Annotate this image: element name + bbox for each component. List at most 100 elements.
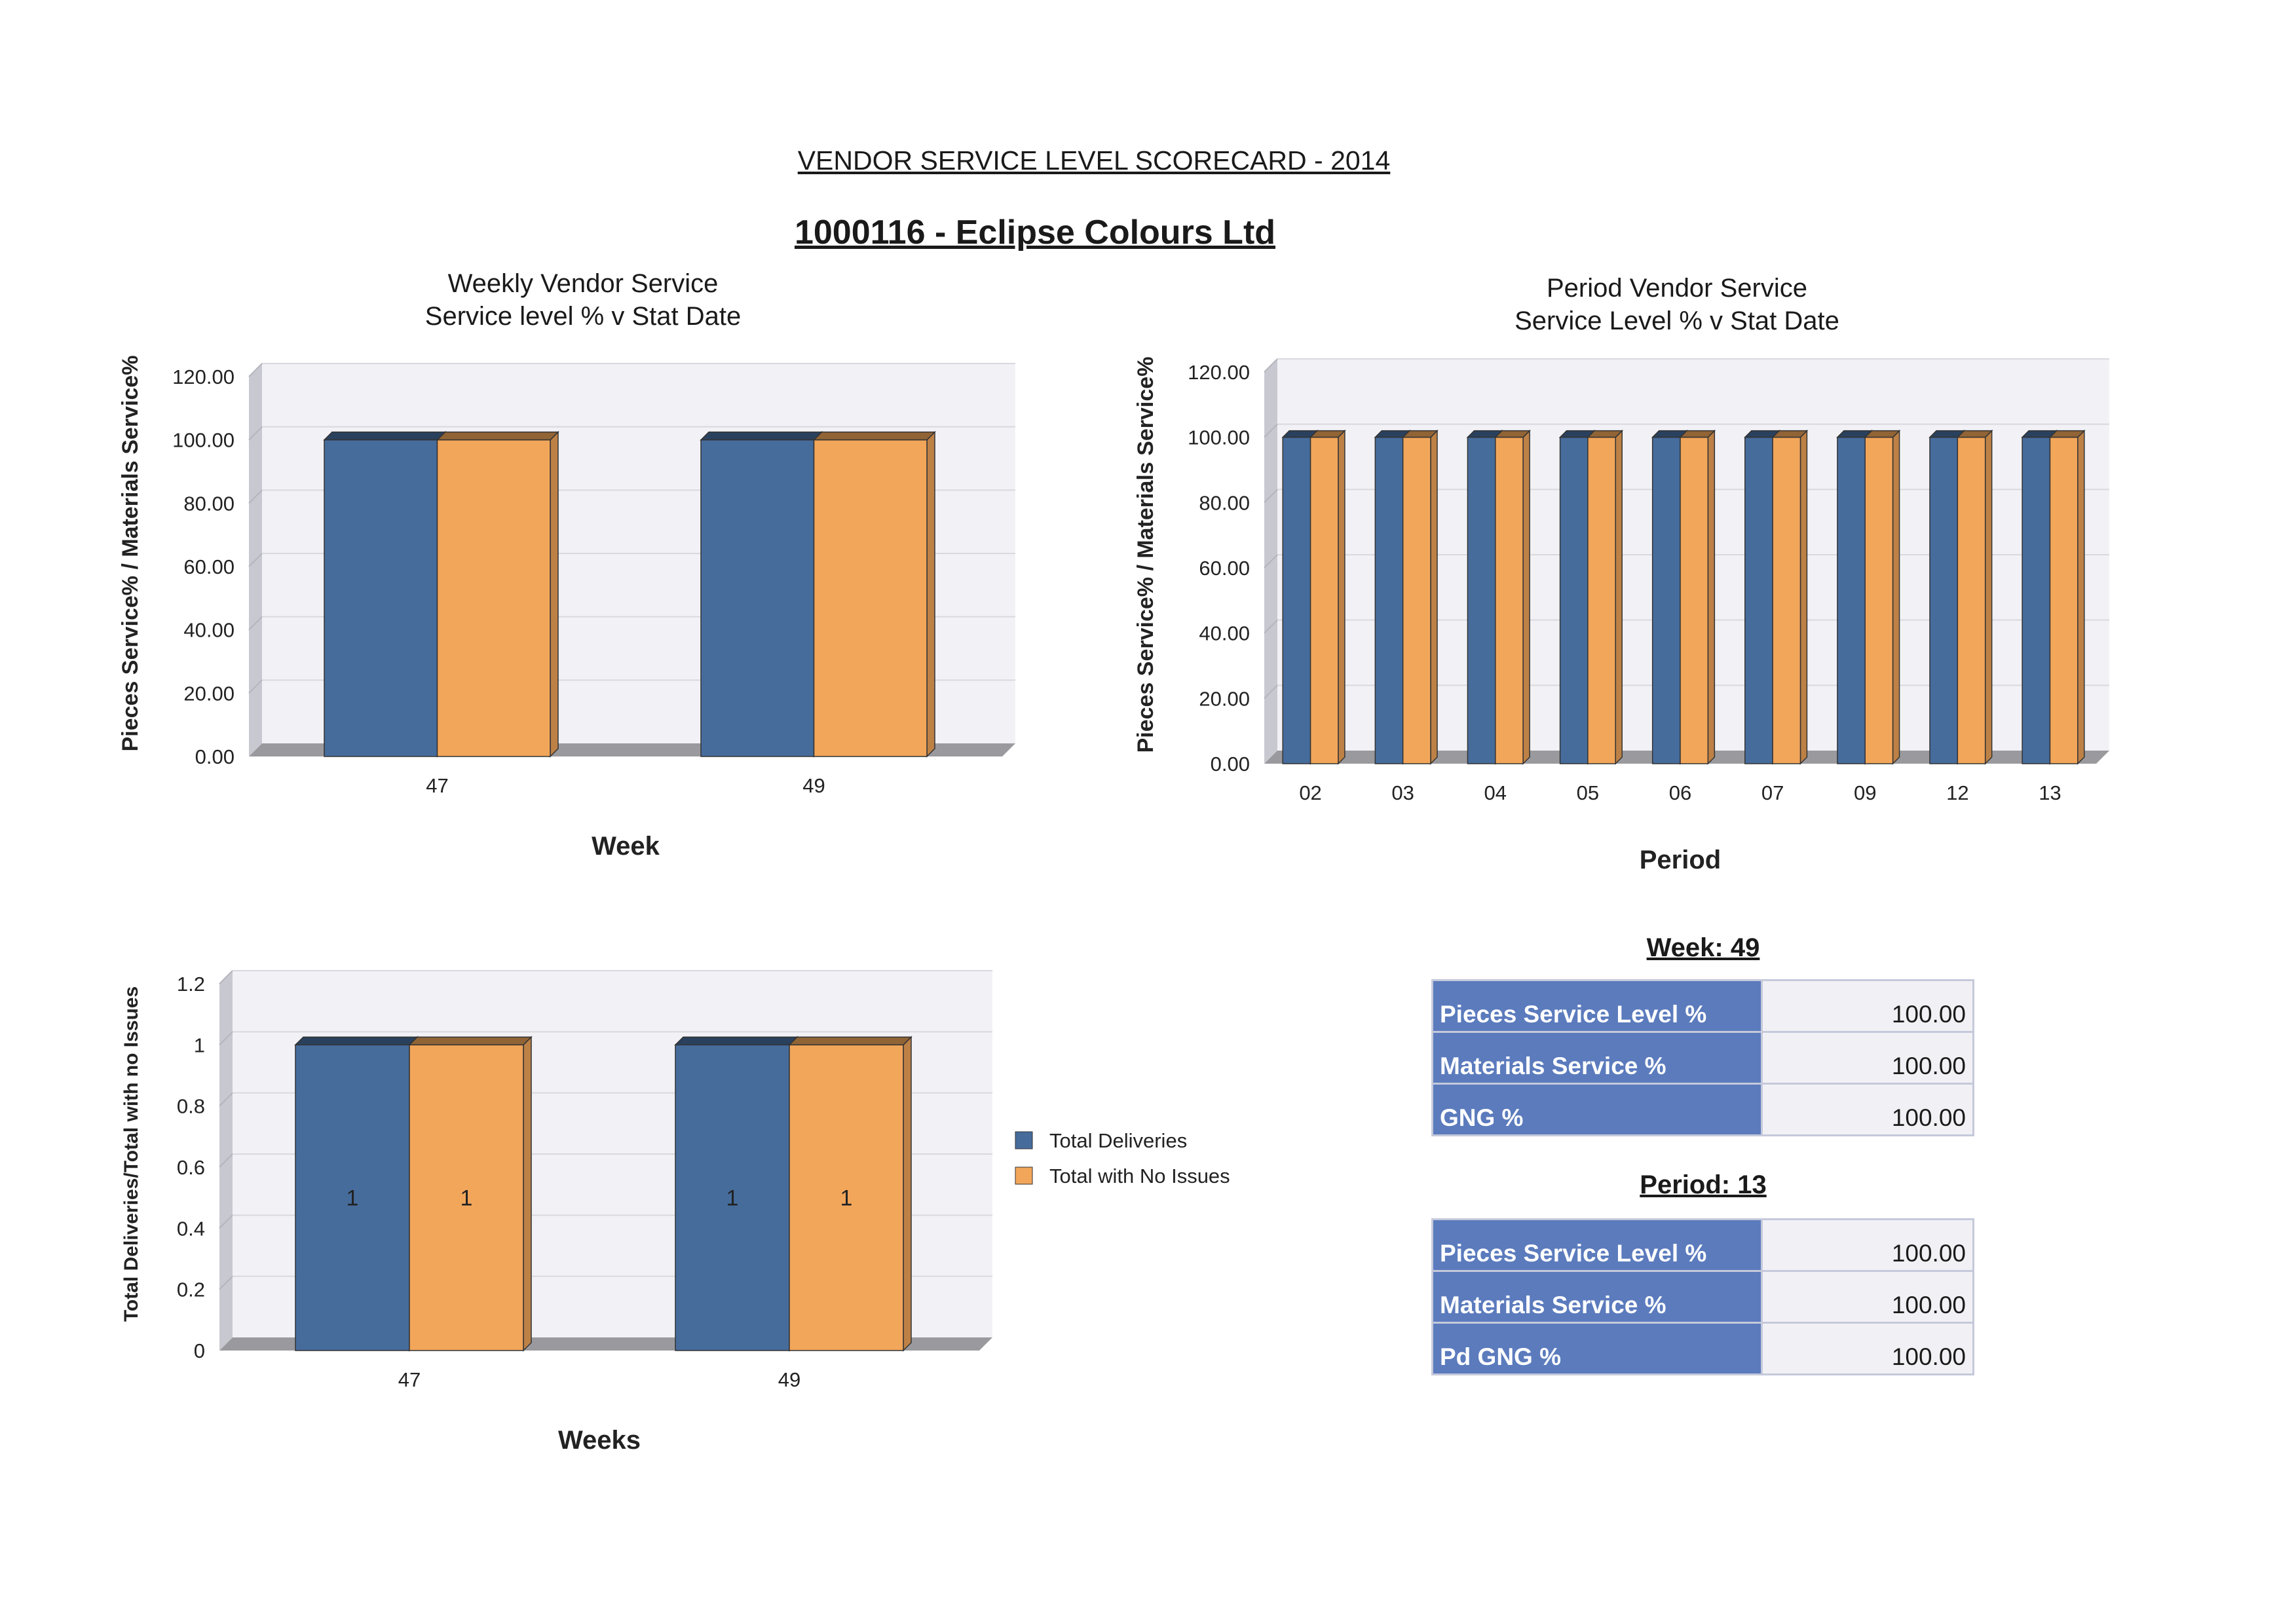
bar-side (1799, 429, 1808, 765)
gridline-side (248, 553, 263, 567)
bar-top (1587, 430, 1624, 438)
table-row: Materials Service % 100.00 (1431, 1270, 1974, 1324)
week-summary-table: Pieces Service Level % 100.00 Materials … (1431, 979, 1974, 1136)
bar-side (1984, 429, 1993, 765)
bar-side (1892, 429, 1900, 765)
gridline-side (248, 363, 263, 377)
gridline-side (219, 1153, 233, 1168)
week-row-label: GNG % (1431, 1083, 1763, 1136)
week-row-value: 100.00 (1761, 1031, 1974, 1085)
bar (1587, 436, 1616, 764)
week-summary-title: Week: 49 (1646, 933, 1760, 962)
y-axis-label: Total Deliveries/Total with no Issues (121, 986, 142, 1322)
legend-label: Total Deliveries (1049, 1129, 1187, 1152)
bar-side (1430, 429, 1438, 765)
bar-side (523, 1035, 532, 1352)
gridline-side (1264, 554, 1278, 569)
bar-top (1771, 430, 1809, 438)
bar (1837, 436, 1866, 764)
week-row-value: 100.00 (1761, 979, 1974, 1033)
bar (1402, 436, 1431, 764)
x-tick-label: 47 (398, 1368, 421, 1391)
y-tick-label: 40.00 (183, 619, 235, 642)
y-tick-label: 1.2 (177, 973, 205, 996)
bar (1957, 436, 1986, 764)
x-tick-label: 05 (1577, 781, 1599, 804)
period-summary-title: Period: 13 (1640, 1170, 1767, 1199)
x-axis-label: Weeks (558, 1426, 641, 1455)
bar (409, 1044, 524, 1351)
gridline-side (219, 1031, 233, 1046)
x-tick-label: 13 (2039, 781, 2061, 804)
x-tick-label: 09 (1854, 781, 1876, 804)
y-tick-label: 100.00 (1188, 426, 1250, 449)
y-tick-label: 0.8 (177, 1095, 205, 1118)
y-tick-label: 60.00 (1199, 557, 1250, 580)
bar (1651, 436, 1681, 764)
x-tick-label: 03 (1391, 781, 1414, 804)
period-row-label: Materials Service % (1431, 1270, 1763, 1324)
table-row: Pd GNG % 100.00 (1431, 1322, 1974, 1375)
data-label: 1 (840, 1186, 853, 1211)
y-tick-label: 0.00 (195, 745, 235, 768)
bar (700, 439, 815, 757)
gridline-side (219, 1092, 233, 1107)
bar (1374, 436, 1404, 764)
gridline-side (1264, 684, 1278, 700)
bar (813, 439, 928, 757)
y-axis-label: Pieces Service% / Materials Service% (118, 356, 143, 752)
bar (295, 1044, 410, 1351)
y-tick-label: 120.00 (1188, 361, 1250, 384)
bar (1467, 436, 1496, 764)
y-tick-label: 60.00 (183, 555, 235, 578)
bar (2049, 436, 2079, 764)
deliveries-chart: 0 0.2 0.4 0.6 0.8 1 1.2 1 1 47 1 1 49 Weeks Total Deli… (121, 970, 1230, 1455)
table-row: Pieces Service Level % 100.00 (1431, 979, 1974, 1033)
x-tick-label: 02 (1299, 781, 1321, 804)
x-tick-label: 04 (1484, 781, 1507, 804)
x-tick-label: 06 (1669, 781, 1691, 804)
table-row: Materials Service % 100.00 (1431, 1031, 1974, 1085)
bar-side (1338, 429, 1346, 765)
bar (1282, 436, 1311, 764)
bar-top (1679, 430, 1716, 438)
bar (1495, 436, 1524, 764)
y-tick-label: 0.4 (177, 1217, 205, 1240)
bar (1772, 436, 1801, 764)
period-row-value: 100.00 (1761, 1270, 1974, 1324)
bar-side (926, 430, 935, 758)
bar-top (323, 431, 447, 441)
gridline-side (1264, 423, 1278, 438)
gridline-side (219, 1214, 233, 1229)
period-row-value: 100.00 (1761, 1322, 1974, 1375)
y-tick-label: 40.00 (1199, 622, 1250, 645)
gridline-side (248, 679, 263, 694)
bar-side (550, 430, 559, 758)
y-tick-label: 1 (194, 1034, 205, 1056)
table-row: Pieces Service Level % 100.00 (1431, 1218, 1974, 1272)
bar (675, 1044, 790, 1351)
weekly-chart-heading: Weekly Vendor Service Service level % v … (354, 267, 812, 333)
bar (789, 1044, 904, 1351)
bar (1864, 436, 1894, 764)
period-row-label: Pd GNG % (1431, 1322, 1763, 1375)
y-tick-label: 20.00 (183, 682, 235, 705)
y-tick-label: 20.00 (1199, 687, 1250, 710)
bar-side (2077, 429, 2085, 765)
gridline-side (219, 970, 233, 984)
bar-top (1956, 430, 1993, 438)
x-tick-label: 12 (1946, 781, 1968, 804)
bar-top (1494, 430, 1531, 438)
bar-top (436, 431, 559, 441)
period-row-value: 100.00 (1761, 1218, 1974, 1272)
bar-top (1401, 430, 1439, 438)
legend-swatch (1015, 1166, 1033, 1185)
y-tick-label: 0.6 (177, 1156, 205, 1179)
data-label: 1 (347, 1186, 359, 1211)
gridline-side (248, 616, 263, 631)
bar-top (674, 1036, 799, 1046)
gridline-side (1264, 619, 1278, 634)
data-label: 1 (726, 1186, 739, 1211)
weekly-service-chart: 0.00 20.00 40.00 60.00 80.00 100.00 120.00 47 49… (118, 356, 1015, 861)
table-row: GNG % 100.00 (1431, 1083, 1974, 1136)
